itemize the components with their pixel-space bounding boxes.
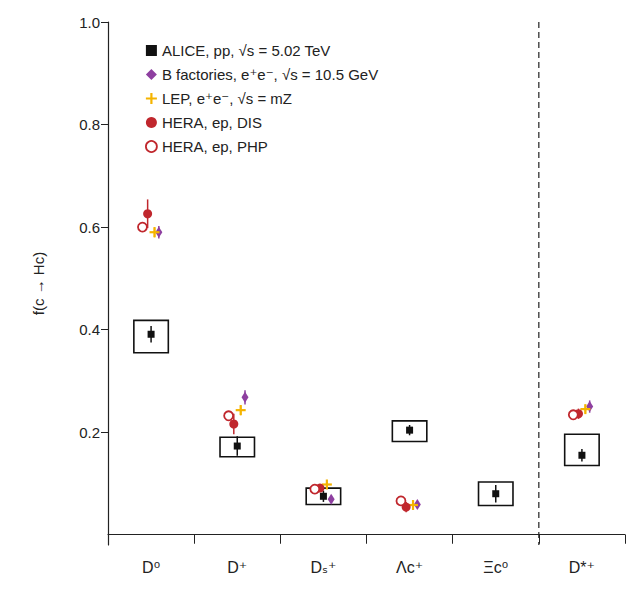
svg-text:0.6: 0.6 [79, 219, 100, 236]
svg-text:0.2: 0.2 [79, 424, 100, 441]
svg-text:0.4: 0.4 [79, 321, 100, 338]
svg-text:0.8: 0.8 [79, 116, 100, 133]
svg-text:LEP, e⁺e⁻, √s = mZ: LEP, e⁺e⁻, √s = mZ [162, 90, 292, 107]
svg-text:f(c → Hc): f(c → Hc) [30, 252, 47, 315]
svg-text:D⁺: D⁺ [227, 559, 247, 576]
svg-text:D⁰: D⁰ [142, 559, 160, 576]
svg-text:B factories, e⁺e⁻, √s = 10.5 G: B factories, e⁺e⁻, √s = 10.5 GeV [162, 66, 378, 83]
svg-text:Ξc⁰: Ξc⁰ [483, 559, 508, 576]
svg-text:1.0: 1.0 [79, 14, 100, 31]
svg-text:Λc⁺: Λc⁺ [396, 559, 423, 576]
svg-text:HERA, ep, DIS: HERA, ep, DIS [162, 114, 262, 131]
svg-text:Dₛ⁺: Dₛ⁺ [310, 559, 336, 576]
svg-text:D*⁺: D*⁺ [569, 559, 595, 576]
svg-text:ALICE, pp, √s = 5.02 TeV: ALICE, pp, √s = 5.02 TeV [162, 42, 330, 59]
svg-text:HERA, ep, PHP: HERA, ep, PHP [162, 138, 268, 155]
